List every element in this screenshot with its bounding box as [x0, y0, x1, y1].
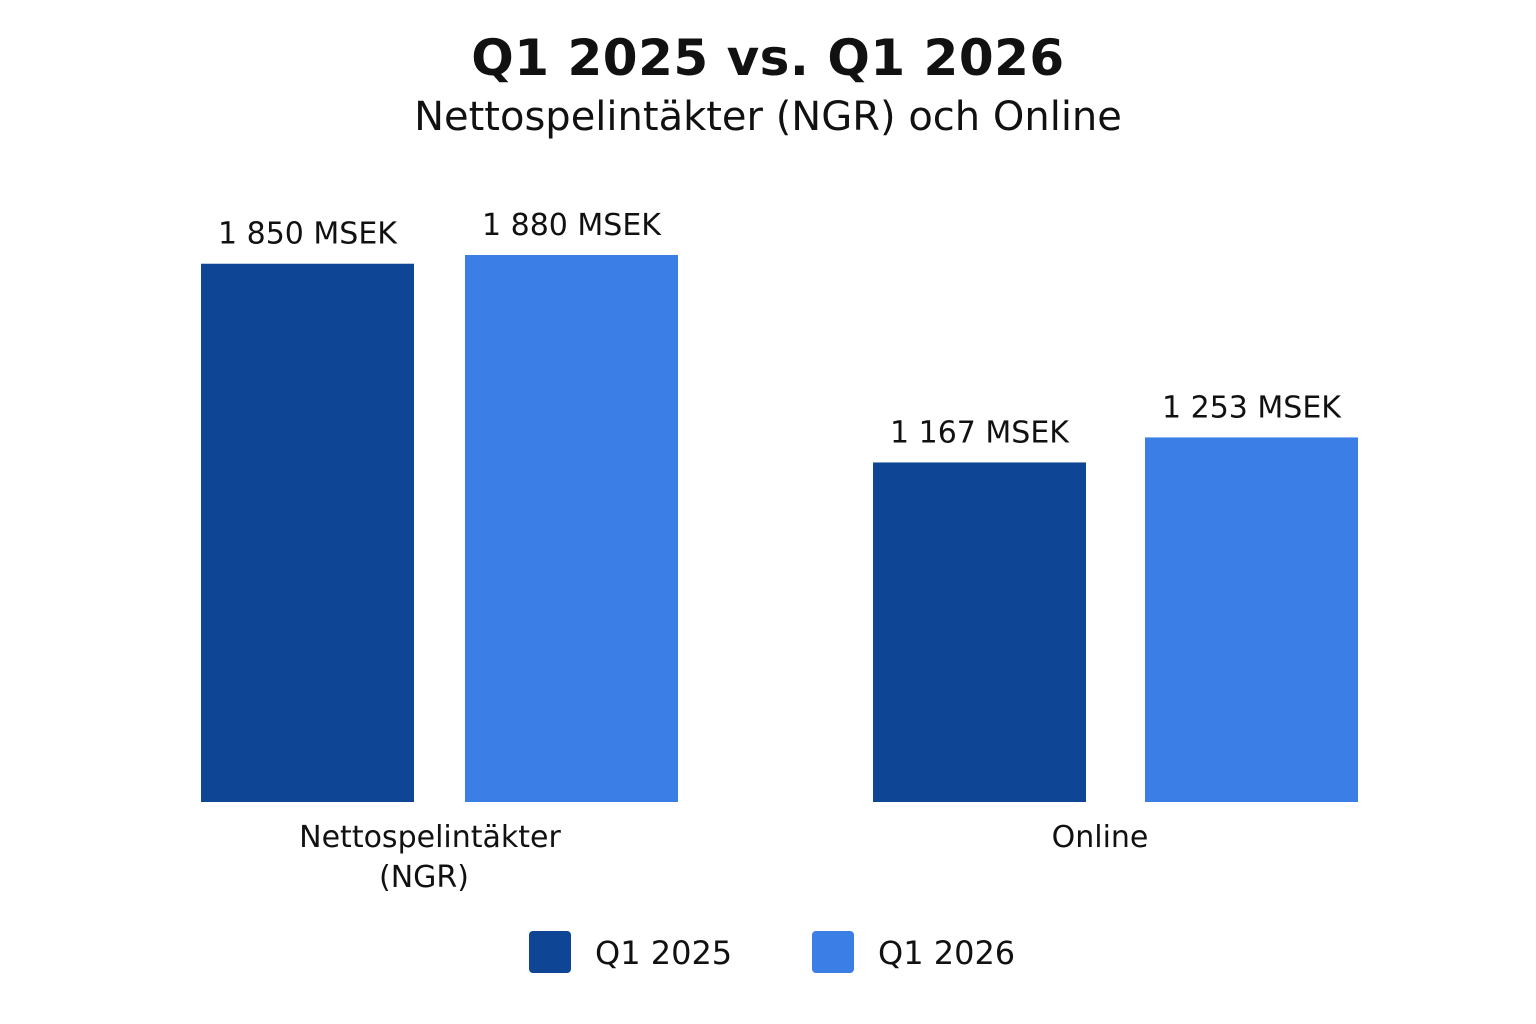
legend: Q1 2025 Q1 2026: [0, 931, 1536, 975]
legend-swatch-q1-2025: [529, 931, 571, 973]
bar-nettospelint-kter-ngr-q1-2025: [201, 263, 414, 802]
data-label-online-q1-2025: 1 167 MSEK: [890, 415, 1070, 450]
legend-label-q1-2026: Q1 2026: [878, 934, 1016, 972]
bar-nettospelint-kter-ngr-q1-2026: [465, 255, 678, 802]
legend-swatch-q1-2026: [812, 931, 854, 973]
category-label-nettospelint-kter-ngr-line-1: Nettospelintäkter: [299, 820, 561, 855]
category-label-online-line-1: Online: [1052, 820, 1149, 855]
bar-online-q1-2025: [873, 462, 1086, 802]
data-label-nettospelint-kter-ngr-q1-2026: 1 880 MSEK: [482, 208, 662, 243]
data-label-online-q1-2026: 1 253 MSEK: [1162, 390, 1342, 425]
chart-title: Q1 2025 vs. Q1 2026: [471, 29, 1065, 87]
legend-label-q1-2025: Q1 2025: [595, 934, 733, 972]
category-label-nettospelint-kter-ngr-line-2: (NGR): [379, 860, 469, 895]
data-label-nettospelint-kter-ngr-q1-2025: 1 850 MSEK: [218, 217, 398, 252]
bar-online-q1-2026: [1145, 437, 1358, 802]
chart-subtitle: Nettospelintäkter (NGR) och Online: [414, 94, 1122, 140]
